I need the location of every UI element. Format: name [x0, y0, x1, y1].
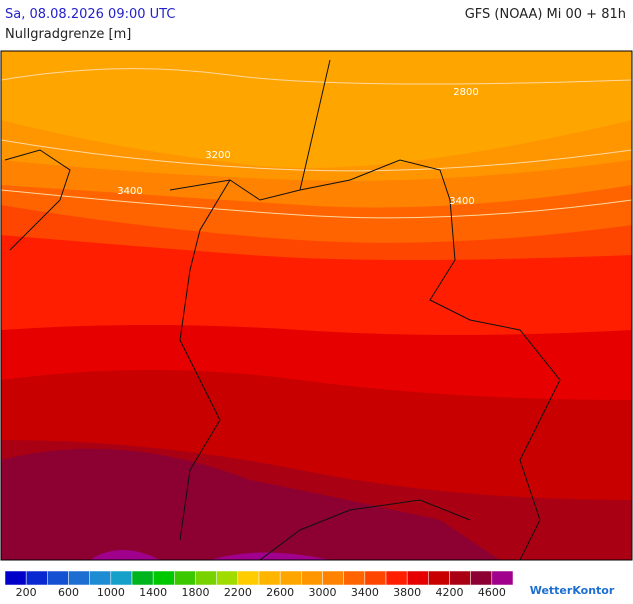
- legend-tick-label: 3800: [393, 586, 421, 599]
- color-swatch: [152, 570, 175, 586]
- color-swatch: [4, 570, 27, 586]
- colorbar: 200 600 1000 1400 1800 2200 2600 3000 3400 3800 42…: [4, 570, 514, 599]
- color-swatch: [449, 570, 471, 586]
- color-swatch: [195, 570, 217, 586]
- color-swatch: [237, 570, 260, 586]
- legend-tick-label: 2600: [266, 586, 294, 599]
- legend-tick-label: 600: [58, 586, 79, 599]
- color-swatch: [322, 570, 344, 586]
- color-swatch: [47, 570, 69, 586]
- contour-label: 3200: [205, 150, 230, 161]
- color-swatch: [68, 570, 90, 586]
- subtitle: Nullgradgrenze [m]: [5, 27, 131, 42]
- brand: WetterKontor: [530, 584, 615, 597]
- color-swatch: [406, 570, 429, 586]
- color-swatch: [110, 570, 133, 586]
- color-swatch: [89, 570, 112, 586]
- color-swatch: [491, 570, 514, 586]
- color-swatch: [216, 570, 239, 586]
- legend-tick-label: 4600: [478, 586, 506, 599]
- color-swatch: [279, 570, 302, 586]
- legend-tick-label: 1800: [182, 586, 210, 599]
- contour-label: 3400: [117, 186, 142, 197]
- contour-label: 2800: [453, 87, 478, 98]
- map: 2800 3200 3400 3400: [0, 50, 633, 561]
- color-swatch: [131, 570, 154, 586]
- legend-tick-label: 3400: [351, 586, 379, 599]
- color-swatch: [25, 570, 48, 586]
- color-swatch: [174, 570, 196, 586]
- header-right: GFS (NOAA) Mi 00 + 81h: [465, 7, 626, 22]
- legend-tick-label: 4200: [436, 586, 464, 599]
- legend-tick-label: 200: [16, 586, 37, 599]
- color-swatch: [364, 570, 387, 586]
- color-swatch: [428, 570, 450, 586]
- color-swatch: [258, 570, 281, 586]
- header-left: Sa, 08.08.2026 09:00 UTC: [5, 7, 175, 22]
- legend-tick-label: 1000: [97, 586, 125, 599]
- legend-tick-label: 2200: [224, 586, 252, 599]
- color-swatch: [470, 570, 493, 586]
- legend-tick-label: 1400: [139, 586, 167, 599]
- legend-tick-label: 3000: [309, 586, 337, 599]
- color-swatch: [343, 570, 366, 586]
- color-swatch: [301, 570, 323, 586]
- contour-label: 3400: [449, 196, 474, 207]
- color-swatch: [385, 570, 408, 586]
